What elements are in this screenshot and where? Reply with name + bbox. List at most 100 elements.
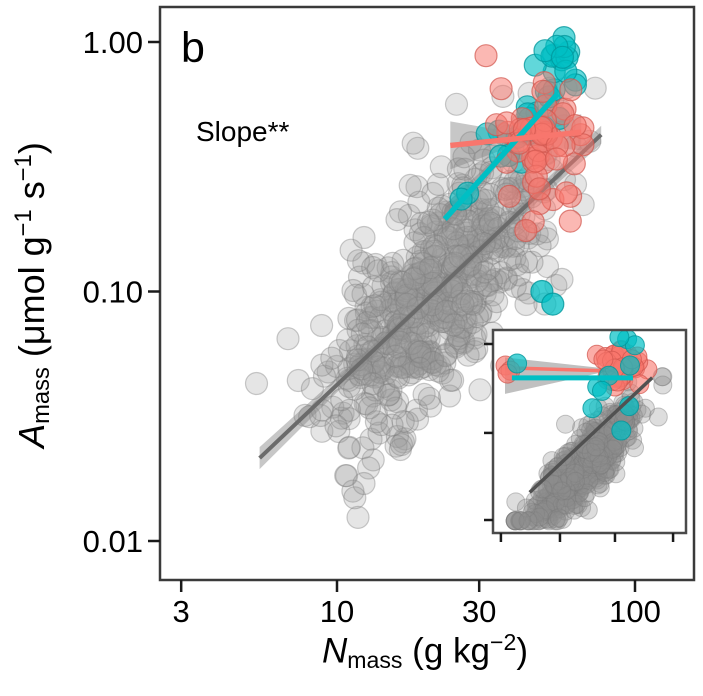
data-point-inset-gray-cloud bbox=[583, 452, 603, 472]
data-point-gray-all-species bbox=[405, 407, 430, 431]
data-point-gray-all-species bbox=[337, 407, 361, 431]
data-point-inset-gray-cloud bbox=[570, 465, 589, 485]
data-point-gray-all-species bbox=[430, 301, 454, 325]
data-point-inset-gray-cloud bbox=[590, 456, 610, 476]
axis-label-segment: s bbox=[10, 181, 52, 210]
data-point-gray-all-species bbox=[346, 249, 370, 273]
data-point-inset-gray-cloud bbox=[596, 451, 615, 471]
data-point-inset-gray-cloud bbox=[546, 475, 565, 495]
data-point-inset-gray-cloud bbox=[547, 480, 567, 500]
data-point-gray-all-species bbox=[360, 295, 384, 319]
data-point-gray-all-species bbox=[344, 283, 368, 307]
data-point-gray-all-species bbox=[392, 355, 416, 379]
data-point-inset-gray-cloud bbox=[528, 511, 548, 531]
data-point-inset-gray-cloud bbox=[547, 492, 567, 512]
data-point-gray-all-species bbox=[390, 346, 414, 370]
data-point-inset-gray-cloud bbox=[569, 472, 589, 492]
data-point-gray-all-species bbox=[404, 277, 428, 301]
data-point-gray-all-species bbox=[405, 175, 429, 199]
data-point-inset-gray-cloud bbox=[578, 500, 598, 520]
data-point-inset-gray-cloud bbox=[551, 496, 571, 516]
data-point-inset-gray-cloud bbox=[586, 446, 605, 466]
data-point-gray-all-species bbox=[507, 263, 531, 287]
data-point-gray-all-species bbox=[310, 313, 334, 338]
data-point-gray-all-species bbox=[343, 486, 367, 510]
data-point-inset-gray-cloud bbox=[578, 445, 598, 464]
data-point-gray-all-species bbox=[450, 298, 474, 322]
data-point-gray-all-species bbox=[346, 505, 370, 530]
data-point-gray-all-species bbox=[337, 398, 362, 422]
data-point-inset-gray-cloud bbox=[574, 458, 593, 478]
data-point-gray-all-species bbox=[357, 358, 381, 382]
data-point-gray-all-species bbox=[383, 344, 408, 368]
data-point-gray-all-species bbox=[535, 227, 560, 251]
data-point-gray-all-species bbox=[437, 300, 461, 324]
data-point-gray-all-species bbox=[400, 361, 424, 385]
data-point-inset-gray-cloud bbox=[511, 511, 531, 531]
data-point-gray-all-species bbox=[416, 314, 440, 338]
data-point-inset-gray-cloud bbox=[559, 475, 579, 495]
data-point-gray-all-species bbox=[436, 310, 460, 334]
data-point-inset-gray-cloud bbox=[580, 450, 600, 470]
data-point-gray-all-species bbox=[432, 305, 457, 330]
data-point-gray-all-species bbox=[401, 355, 426, 379]
data-point-inset-gray-cloud bbox=[505, 511, 525, 531]
data-point-inset-gray-cloud bbox=[574, 460, 594, 480]
data-point-gray-all-species bbox=[459, 265, 483, 289]
data-point-inset-gray-cloud bbox=[543, 502, 563, 522]
data-point-inset-gray-cloud bbox=[568, 458, 588, 478]
data-point-gray-all-species bbox=[379, 388, 403, 412]
data-point-inset-gray-cloud bbox=[524, 498, 543, 518]
data-point-gray-all-species bbox=[388, 330, 412, 354]
data-point-gray-all-species bbox=[460, 225, 484, 249]
data-point-gray-all-species bbox=[394, 314, 418, 338]
data-point-gray-all-species bbox=[349, 365, 373, 390]
data-point-gray-all-species bbox=[465, 337, 489, 361]
data-point-inset-gray-cloud bbox=[570, 482, 590, 502]
data-point-gray-all-species bbox=[460, 310, 484, 334]
data-point-gray-all-species bbox=[408, 261, 432, 285]
data-point-inset-gray-cloud bbox=[543, 506, 563, 526]
data-point-gray-all-species bbox=[418, 340, 442, 364]
data-point-gray-all-species bbox=[331, 401, 355, 425]
data-point-gray-all-species bbox=[364, 402, 388, 426]
data-point-gray-all-species bbox=[350, 322, 374, 346]
data-point-gray-all-species bbox=[369, 290, 393, 314]
data-point-inset-gray-cloud bbox=[581, 468, 601, 488]
data-point-inset-gray-cloud bbox=[590, 478, 610, 498]
data-point-gray-all-species bbox=[347, 265, 372, 289]
data-point-gray-all-species bbox=[395, 292, 419, 316]
data-point-gray-all-species bbox=[404, 398, 429, 422]
data-point-inset-gray-cloud bbox=[533, 502, 553, 522]
data-point-gray-all-species bbox=[386, 366, 411, 390]
data-point-gray-all-species bbox=[446, 157, 470, 181]
data-point-gray-all-species bbox=[428, 292, 453, 316]
data-point-gray-all-species bbox=[361, 372, 385, 396]
data-point-gray-all-species bbox=[419, 214, 444, 238]
data-point-gray-all-species bbox=[467, 163, 491, 187]
data-point-gray-all-species bbox=[351, 436, 375, 460]
data-point-gray-all-species bbox=[385, 424, 409, 449]
data-point-inset-gray-cloud bbox=[549, 508, 569, 528]
data-point-inset-gray-cloud bbox=[571, 474, 591, 494]
data-point-inset-gray-cloud bbox=[569, 449, 589, 469]
data-point-gray-all-species bbox=[368, 351, 392, 375]
data-point-inset-gray-cloud bbox=[553, 447, 573, 467]
data-point-inset-gray-cloud bbox=[595, 448, 615, 468]
data-point-inset-gray-cloud bbox=[563, 475, 583, 495]
data-point-gray-all-species bbox=[419, 394, 443, 418]
data-point-inset-gray-cloud bbox=[551, 488, 571, 508]
data-point-gray-all-species bbox=[465, 269, 490, 293]
data-point-gray-all-species bbox=[451, 292, 475, 316]
data-point-gray-all-species bbox=[477, 207, 501, 231]
data-point-inset-gray-cloud bbox=[578, 458, 598, 478]
data-point-inset-gray-cloud bbox=[586, 424, 606, 444]
data-point-gray-all-species bbox=[392, 306, 416, 330]
data-point-red-group bbox=[489, 77, 513, 101]
data-point-gray-all-species bbox=[471, 207, 496, 231]
data-point-inset-gray-cloud bbox=[587, 447, 607, 467]
data-point-inset-gray-cloud bbox=[579, 448, 599, 468]
data-point-inset-gray-cloud bbox=[582, 444, 602, 464]
data-point-gray-all-species bbox=[371, 274, 395, 298]
data-point-inset-gray-cloud bbox=[625, 438, 644, 458]
